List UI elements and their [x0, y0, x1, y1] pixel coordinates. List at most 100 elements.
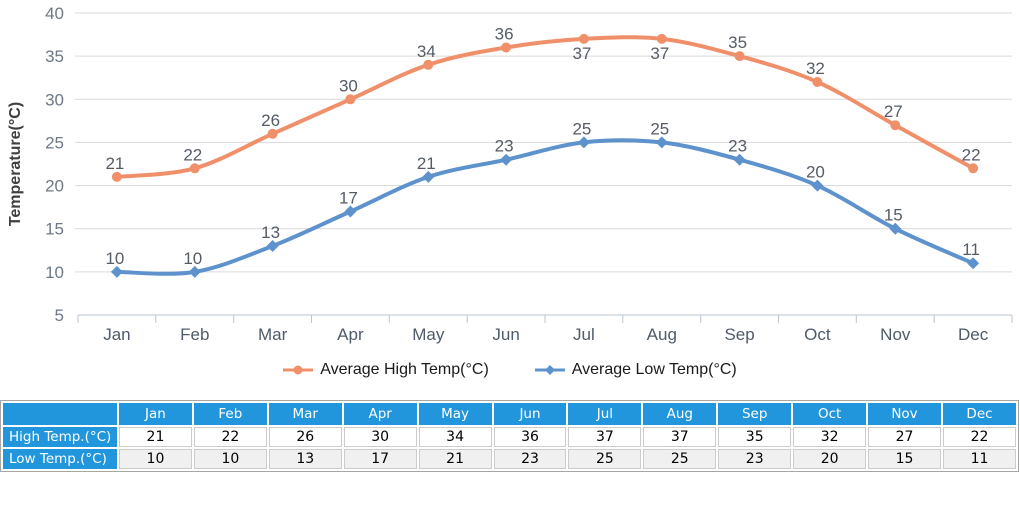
data-label: 15	[884, 206, 903, 225]
data-point[interactable]	[189, 163, 200, 174]
data-point[interactable]	[890, 120, 901, 131]
value-cell: 22	[193, 427, 267, 447]
month-header-cell: Feb	[193, 403, 267, 425]
data-point[interactable]	[577, 136, 590, 149]
value-cell: 30	[343, 427, 417, 447]
data-point[interactable]	[267, 128, 278, 139]
x-tick-label: Sep	[724, 325, 754, 344]
value-cell: 32	[793, 427, 867, 447]
data-label: 36	[495, 25, 514, 44]
low-temp-line	[114, 138, 976, 276]
data-point[interactable]	[111, 171, 122, 182]
data-label: 23	[495, 137, 514, 156]
y-axis-title: Temperature(°C)	[7, 102, 24, 226]
data-label: 23	[728, 137, 747, 156]
month-header-cell: Apr	[343, 403, 417, 425]
data-point[interactable]	[344, 205, 357, 218]
value-cell: 22	[942, 427, 1016, 447]
x-tick-label: Jul	[573, 325, 595, 344]
data-point[interactable]	[733, 153, 746, 166]
value-cell: 35	[718, 427, 792, 447]
legend-label: Average Low Temp(°C)	[571, 361, 737, 378]
value-cell: 26	[268, 427, 342, 447]
x-tick-label: Nov	[880, 325, 911, 344]
value-cell: 15	[868, 449, 941, 469]
line-circle-marker-icon	[283, 365, 314, 375]
value-cell: 25	[643, 449, 717, 469]
value-cell: 17	[343, 449, 417, 469]
x-tick-label: Jan	[103, 325, 130, 344]
data-point[interactable]	[500, 153, 513, 166]
data-label: 20	[806, 163, 825, 182]
data-label: 37	[572, 44, 591, 63]
data-point[interactable]	[812, 77, 823, 87]
row-label-cell: Low Temp.(°C)	[3, 449, 117, 469]
value-cell: 13	[268, 449, 342, 469]
y-tick-label: 10	[45, 263, 64, 282]
month-header-cell: Dec	[942, 403, 1016, 425]
y-tick-label: 25	[45, 133, 64, 152]
x-tick-label: Mar	[258, 325, 288, 344]
data-label: 22	[183, 145, 202, 164]
data-label: 34	[417, 42, 436, 61]
data-label: 21	[417, 154, 436, 173]
data-point[interactable]	[188, 265, 201, 278]
value-cell: 10	[193, 449, 267, 469]
value-cell: 21	[119, 427, 192, 447]
x-tick-label: Dec	[958, 325, 989, 344]
value-cell: 21	[418, 449, 492, 469]
data-label: 17	[339, 189, 358, 208]
data-point[interactable]	[110, 265, 123, 278]
temperature-chart-svg: 5 10 15 20 25 30 35 40 Jan Feb Mar Apr May Jun Jul Aug S…	[7, 4, 1013, 344]
high-temp-line	[114, 35, 976, 179]
data-label: 10	[105, 249, 124, 268]
table-header-row: Jan Feb Mar Apr May Jun Jul Aug Sep Oct Nov Dec	[3, 403, 1016, 425]
x-tick-label: Oct	[804, 325, 831, 344]
data-point[interactable]	[266, 240, 279, 252]
value-cell: 10	[119, 449, 192, 469]
data-point[interactable]	[656, 33, 667, 44]
month-header-cell: Aug	[643, 403, 717, 425]
value-cell: 25	[568, 449, 642, 469]
data-point[interactable]	[811, 179, 824, 192]
temperature-table: Jan Feb Mar Apr May Jun Jul Aug Sep Oct Nov Dec High…	[0, 400, 1019, 472]
month-header-cell: May	[418, 403, 492, 425]
legend-item-high-temp[interactable]: Average High Temp(°C)	[283, 361, 489, 379]
data-point[interactable]	[422, 170, 435, 183]
x-tick-label: Jun	[492, 325, 519, 344]
data-point[interactable]	[423, 59, 434, 70]
data-point[interactable]	[734, 51, 745, 62]
value-cell: 23	[493, 449, 567, 469]
data-point[interactable]	[889, 222, 902, 235]
data-point[interactable]	[655, 136, 668, 149]
data-point[interactable]	[501, 42, 512, 53]
x-tick-label: Feb	[180, 325, 209, 344]
data-label: 26	[261, 111, 280, 130]
month-header-cell: Jun	[493, 403, 567, 425]
data-point[interactable]	[345, 94, 356, 105]
data-point[interactable]	[967, 257, 980, 270]
month-header-cell: Jan	[119, 403, 192, 425]
row-label-cell: High Temp.(°C)	[3, 427, 117, 447]
data-point[interactable]	[968, 163, 979, 174]
value-cell: 36	[493, 427, 567, 447]
data-label: 21	[105, 154, 124, 173]
temperature-chart: 5 10 15 20 25 30 35 40 Jan Feb Mar Apr May Jun Jul Aug S…	[7, 4, 1013, 344]
legend-label: Average High Temp(°C)	[320, 361, 489, 378]
y-tick-label: 40	[45, 4, 64, 23]
month-header-cell: Jul	[568, 403, 642, 425]
x-tick-label: Apr	[337, 325, 364, 344]
data-label: 30	[339, 76, 358, 95]
x-tick-label: May	[412, 325, 445, 344]
value-cell: 27	[868, 427, 941, 447]
month-header-cell: Mar	[268, 403, 342, 425]
month-header-cell: Sep	[718, 403, 792, 425]
y-tick-label: 15	[45, 220, 64, 239]
value-cell: 37	[643, 427, 717, 447]
data-label: 27	[884, 102, 903, 121]
data-point[interactable]	[578, 33, 589, 44]
legend-item-low-temp[interactable]: Average Low Temp(°C)	[534, 361, 737, 379]
line-diamond-marker-icon	[534, 365, 565, 375]
table-corner-cell	[3, 403, 117, 425]
table-row: High Temp.(°C) 21 22 26 30 34 36 37 37 35 32 27 22	[3, 427, 1016, 447]
